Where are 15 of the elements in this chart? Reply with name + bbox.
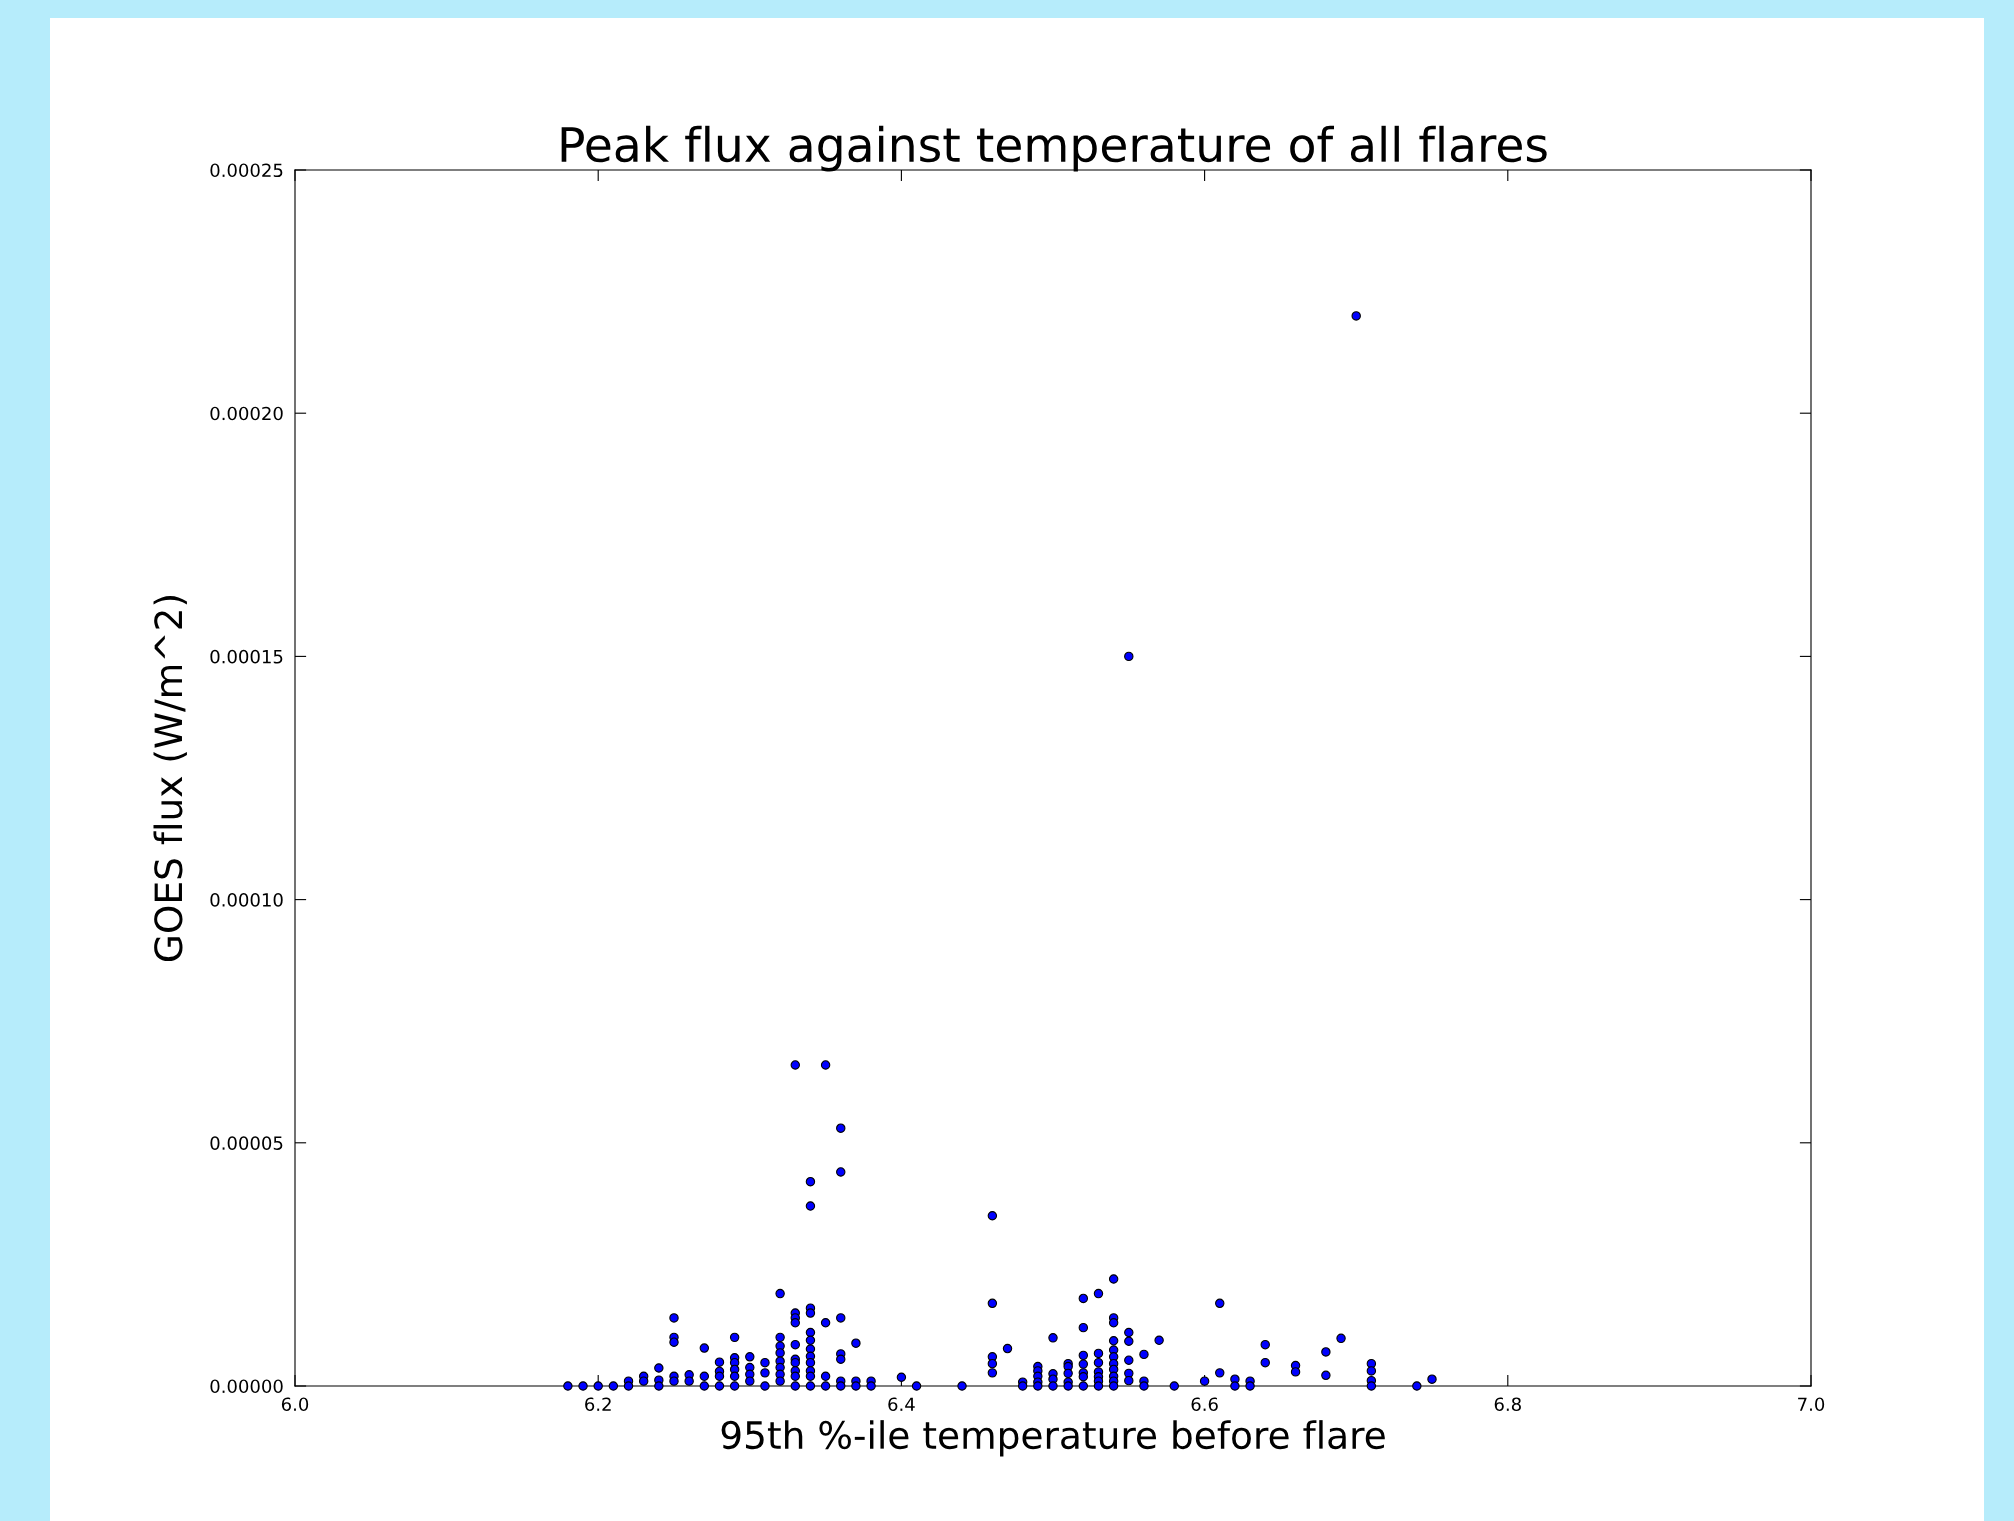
y-tick-label: 0.00005 [210, 1136, 283, 1150]
x-tick-label: 6.2 [585, 1397, 611, 1412]
x-tick-label: 7.0 [1798, 1397, 1825, 1412]
chart-title: Peak flux against temperature of all flares [561, 125, 1547, 172]
y-tick-label: 0.00010 [210, 893, 283, 907]
x-tick-label: 6.8 [1494, 1397, 1521, 1412]
x-tick-label: 6.4 [888, 1397, 915, 1412]
y-tick-label: 0.00000 [210, 1379, 283, 1394]
x-tick-label: 6.0 [281, 1397, 309, 1412]
y-tick-label: 0.00015 [210, 649, 283, 664]
x-axis-title: 95th %-ile temperature before flare [721, 1420, 1385, 1457]
y-tick-label: 0.00020 [210, 406, 283, 421]
x-tick-label: 6.6 [1191, 1397, 1218, 1412]
y-axis-title: GOES flux (W/m^2) [153, 596, 187, 962]
y-tick-label: 0.00025 [210, 163, 283, 178]
